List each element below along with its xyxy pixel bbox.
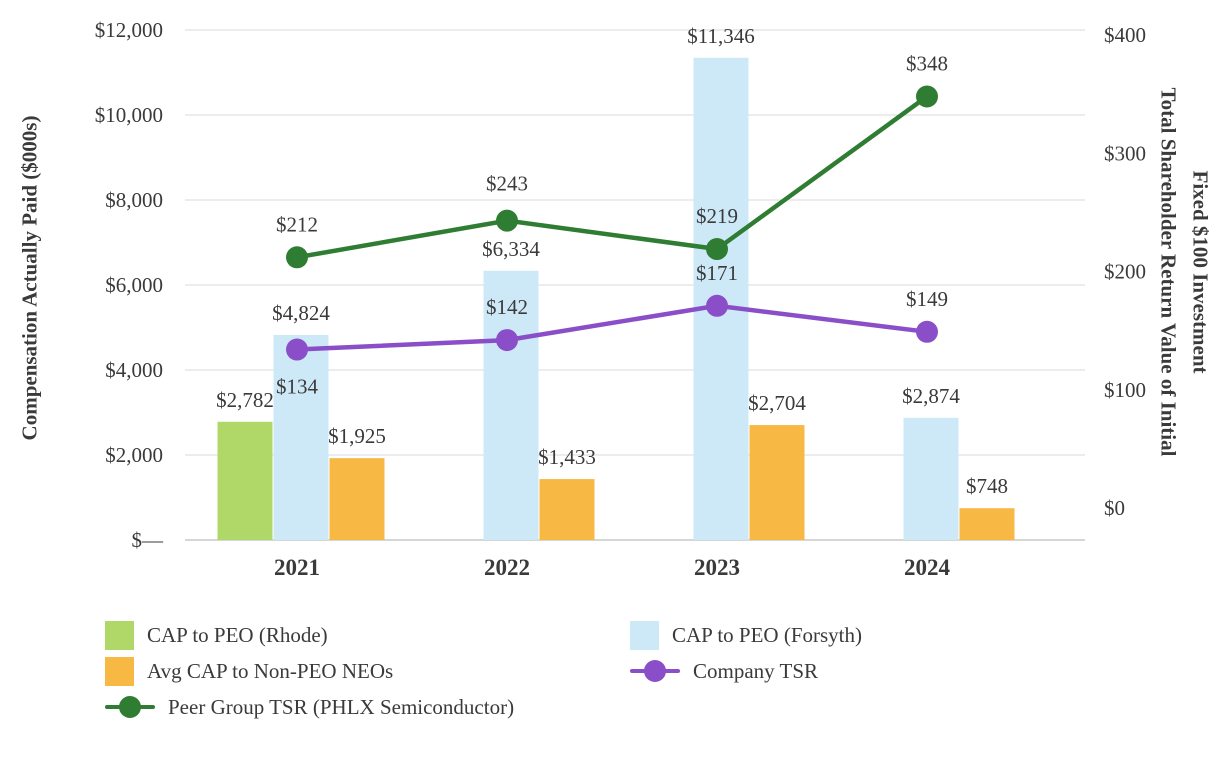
bar-cap-to-peo-forsyth bbox=[903, 417, 959, 540]
legend-item-cap-to-peo-forsyth: CAP to PEO (Forsyth) bbox=[630, 618, 862, 652]
bar-cap-to-peo-forsyth bbox=[273, 334, 329, 540]
x-axis-category-label: 2023 bbox=[694, 555, 740, 580]
marker-company-tsr bbox=[286, 338, 308, 361]
legend-marker-dot bbox=[644, 660, 666, 682]
line-data-label: $142 bbox=[486, 295, 528, 319]
bar-data-label: $2,874 bbox=[902, 384, 960, 408]
bar-data-label: $1,433 bbox=[538, 445, 596, 469]
bar-data-label: $1,925 bbox=[328, 424, 386, 448]
legend-item-cap-to-peo-rhode: CAP to PEO (Rhode) bbox=[105, 618, 328, 652]
left-axis-tick-label: $10,000 bbox=[95, 103, 163, 127]
x-axis-category-label: 2022 bbox=[484, 555, 530, 580]
line-data-label: $348 bbox=[906, 51, 948, 75]
marker-peer-group-tsr-phlx-semiconductor bbox=[706, 238, 728, 261]
bar-cap-to-peo-forsyth bbox=[483, 270, 539, 540]
right-axis-tick-label: $100 bbox=[1104, 378, 1146, 402]
bar-cap-to-peo-rhode bbox=[217, 421, 273, 540]
bar-data-label: $11,346 bbox=[687, 24, 754, 48]
chart-legend: CAP to PEO (Rhode) Avg CAP to Non-PEO NEO… bbox=[0, 618, 1226, 748]
legend-item-peer-group-tsr-phlx-semiconductor: Peer Group TSR (PHLX Semiconductor) bbox=[105, 690, 514, 724]
right-axis-tick-label: $200 bbox=[1104, 260, 1146, 284]
marker-company-tsr bbox=[496, 329, 518, 352]
bar-data-label: $748 bbox=[966, 474, 1008, 498]
x-axis-category-label: 2021 bbox=[274, 555, 320, 580]
legend-swatch-icon bbox=[105, 656, 134, 686]
left-axis-tick-label: $— bbox=[132, 528, 165, 552]
line-peer-group-tsr-phlx-semiconductor bbox=[296, 94, 929, 260]
line-data-label: $134 bbox=[276, 375, 319, 399]
line-data-label: $212 bbox=[276, 212, 318, 236]
bar-data-label: $2,704 bbox=[748, 391, 806, 415]
bar-avg-cap-to-non-peo-neos bbox=[539, 479, 595, 540]
line-data-label: $219 bbox=[696, 204, 738, 228]
right-axis-title-line-2: Fixed $100 Investment bbox=[1188, 170, 1213, 374]
legend-label: Avg CAP to Non-PEO NEOs bbox=[147, 658, 394, 683]
marker-company-tsr bbox=[706, 294, 728, 317]
left-axis-tick-label: $6,000 bbox=[105, 273, 163, 297]
marker-peer-group-tsr-phlx-semiconductor bbox=[286, 246, 308, 269]
right-axis-tick-label: $0 bbox=[1104, 496, 1125, 520]
line-data-label: $171 bbox=[696, 261, 738, 285]
legend-label: CAP to PEO (Rhode) bbox=[147, 622, 328, 647]
legend-item-company-tsr: Company TSR bbox=[630, 654, 818, 688]
line-data-label: $243 bbox=[486, 172, 528, 196]
legend-label: CAP to PEO (Forsyth) bbox=[672, 622, 862, 647]
bar-avg-cap-to-non-peo-neos bbox=[329, 458, 385, 540]
x-axis-category-label: 2024 bbox=[904, 555, 951, 580]
left-axis-title: Compensation Actually Paid ($000s) bbox=[17, 115, 42, 441]
bar-avg-cap-to-non-peo-neos bbox=[749, 425, 805, 540]
legend-line-marker-icon bbox=[630, 658, 680, 684]
legend-label: Peer Group TSR (PHLX Semiconductor) bbox=[168, 694, 515, 719]
right-axis-title-line-1: Total Shareholder Return Value of Initia… bbox=[1157, 87, 1181, 457]
right-axis-title: Total Shareholder Return Value of Initia… bbox=[1153, 88, 1216, 457]
legend-swatch-icon bbox=[105, 620, 134, 650]
line-data-label: $149 bbox=[906, 287, 948, 311]
left-axis-tick-label: $12,000 bbox=[95, 18, 163, 42]
marker-company-tsr bbox=[916, 320, 938, 343]
bar-data-label: $4,824 bbox=[272, 301, 330, 325]
legend-label: Company TSR bbox=[693, 658, 819, 683]
legend-marker-dot bbox=[119, 696, 141, 718]
bar-data-label: $2,782 bbox=[216, 388, 274, 412]
legend-item-avg-cap-to-non-peo-neos: Avg CAP to Non-PEO NEOs bbox=[105, 654, 393, 688]
marker-peer-group-tsr-phlx-semiconductor bbox=[916, 85, 938, 108]
marker-peer-group-tsr-phlx-semiconductor bbox=[496, 209, 518, 232]
line-company-tsr bbox=[296, 303, 928, 352]
right-axis-tick-label: $400 bbox=[1104, 23, 1146, 47]
left-axis-tick-label: $8,000 bbox=[105, 188, 163, 212]
bar-avg-cap-to-non-peo-neos bbox=[959, 508, 1015, 540]
legend-swatch-icon bbox=[630, 620, 659, 650]
bar-data-label: $6,334 bbox=[482, 237, 540, 261]
left-axis-tick-label: $2,000 bbox=[105, 443, 163, 467]
legend-line-marker-icon bbox=[105, 694, 155, 720]
right-axis-tick-label: $300 bbox=[1104, 141, 1146, 165]
left-axis-tick-label: $4,000 bbox=[105, 358, 163, 382]
